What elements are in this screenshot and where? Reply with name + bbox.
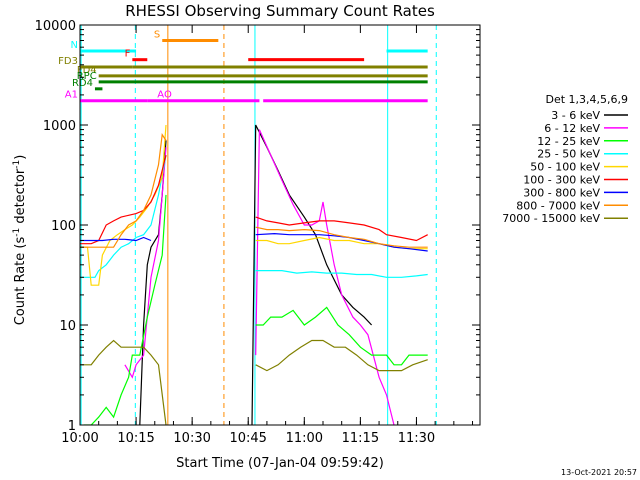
- legend-entry-label-6: 300 - 800 keV: [523, 186, 600, 199]
- y-axis-label: Count Rate (s-1 detector-1): [12, 155, 28, 326]
- series-line-8: [80, 339, 428, 425]
- flag-label-fd3: FD3: [58, 56, 78, 67]
- x-tick-label: 10:00: [61, 431, 98, 446]
- legend-entry-label-8: 7000 - 15000 keV: [502, 212, 600, 225]
- legend-entry-label-1: 6 - 12 keV: [544, 122, 600, 135]
- y-tick-label: 1: [68, 419, 76, 434]
- flag-label-s: S: [154, 29, 160, 40]
- legend-title: Det 1,3,4,5,6,9: [545, 93, 628, 106]
- flag-label-a1: A1: [65, 90, 78, 101]
- legend-entry-label-4: 50 - 100 keV: [530, 161, 600, 174]
- plot-frame: [79, 24, 481, 426]
- y-tick-label: 10000: [35, 19, 76, 34]
- flag-label-ao: AO: [157, 90, 172, 101]
- x-tick-label: 10:45: [229, 431, 266, 446]
- flag-label-rpc: RPC: [77, 71, 97, 82]
- chart-title: RHESSI Observing Summary Count Rates: [125, 2, 435, 20]
- legend-entry-label-5: 100 - 300 keV: [523, 174, 600, 187]
- x-axis-label: Start Time (07-Jan-04 09:59:42): [176, 456, 384, 471]
- series-line-2: [83, 194, 428, 425]
- legend-entry-label-3: 25 - 50 keV: [537, 148, 600, 161]
- legend-entry-label-2: 12 - 25 keV: [537, 135, 600, 148]
- flag-label-f: F: [125, 49, 131, 60]
- legend-entry-label-7: 800 - 7000 keV: [516, 199, 600, 212]
- y-tick-label: 10: [59, 319, 76, 334]
- series-line-1: [124, 129, 395, 425]
- x-tick-label: 11:00: [286, 431, 323, 446]
- x-axis: 10:00 10:15 10:30 10:45 11:00 11:15 11:30: [61, 25, 474, 446]
- y-tick-label: 1000: [43, 119, 76, 134]
- series-line-7: [80, 133, 428, 248]
- flag-label-n: N: [71, 40, 78, 51]
- generation-timestamp: 13-Oct-2021 20:57: [561, 468, 637, 477]
- flag-label-rd4: RD4: [72, 78, 93, 89]
- y-tick-label: 100: [51, 219, 76, 234]
- x-tick-label: 11:30: [398, 431, 435, 446]
- y-axis: 1 10 100 1000 10000: [35, 19, 480, 434]
- legend-entry-label-0: 3 - 6 keV: [551, 109, 600, 122]
- x-tick-label: 10:15: [117, 431, 154, 446]
- flag-label-fd4: FD4: [77, 65, 97, 76]
- series-line-3: [80, 154, 428, 278]
- x-tick-label: 10:30: [173, 431, 210, 446]
- x-tick-label: 11:15: [342, 431, 379, 446]
